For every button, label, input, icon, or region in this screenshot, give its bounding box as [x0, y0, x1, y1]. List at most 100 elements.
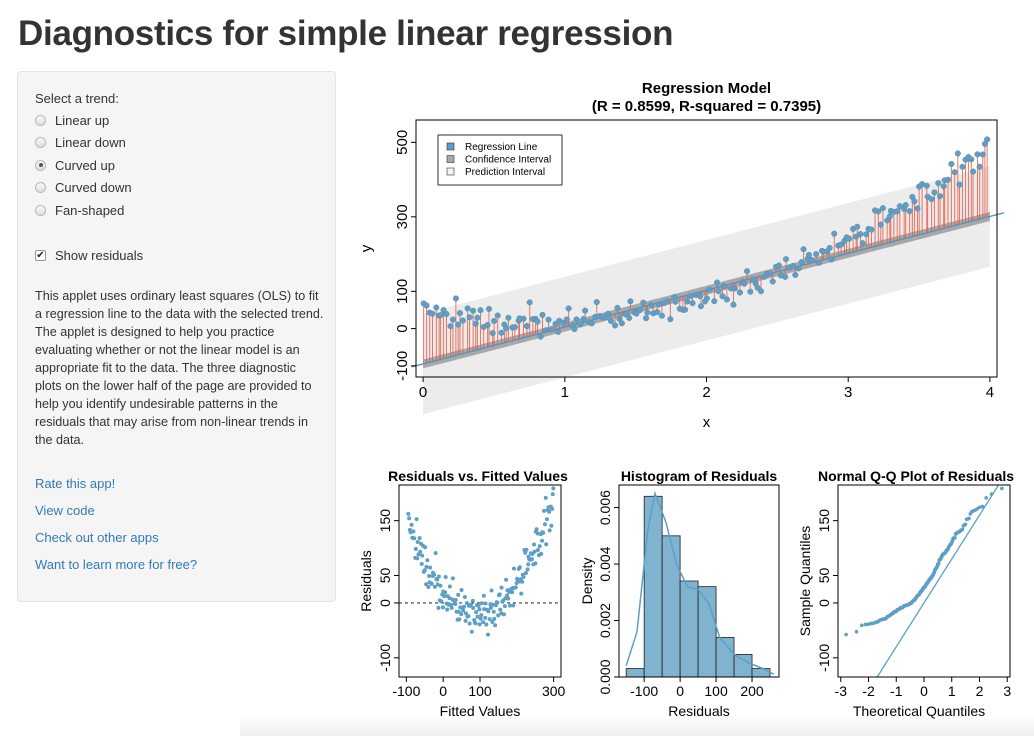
checkbox-checked-icon[interactable]: ✔: [35, 249, 46, 261]
radio-label: Curved down: [55, 179, 132, 195]
qq-point: [950, 538, 955, 543]
data-point: [616, 315, 623, 322]
qq-point: [933, 567, 938, 572]
data-point: [808, 256, 815, 263]
residual-point: [440, 592, 445, 597]
qq-point: [914, 594, 919, 599]
qq-point: [914, 596, 918, 600]
view-code-link[interactable]: View code: [35, 503, 95, 518]
radio-curved-down[interactable]: Curved down: [35, 178, 132, 196]
data-point: [637, 306, 644, 314]
data-point: [633, 310, 640, 317]
radio-button-icon[interactable]: [35, 181, 46, 193]
data-point: [437, 312, 444, 319]
residual-point: [455, 617, 460, 622]
data-point: [618, 320, 625, 327]
qq-point: [943, 550, 947, 555]
qq-point: [920, 588, 924, 593]
trend-select-label: Select a trend:: [35, 91, 119, 106]
data-point: [455, 321, 462, 328]
residual-point: [419, 561, 424, 566]
rate-app-link[interactable]: Rate this app!: [35, 476, 116, 491]
qq-point: [931, 572, 935, 577]
qq-point: [961, 523, 966, 528]
radio-linear-down[interactable]: Linear down: [35, 133, 126, 151]
radio-button-icon[interactable]: [35, 204, 46, 216]
data-point: [703, 295, 710, 302]
radio-linear-up[interactable]: Linear up: [35, 111, 109, 129]
residual-point: [544, 517, 549, 522]
data-point: [853, 233, 860, 240]
qq-point: [975, 507, 980, 511]
data-point: [789, 262, 797, 270]
data-point: [835, 242, 842, 249]
residual-point: [519, 591, 524, 596]
radio-button-selected-icon[interactable]: [35, 159, 46, 171]
data-point: [474, 314, 481, 321]
residual-point: [533, 561, 538, 566]
qq-point: [860, 623, 864, 628]
radio-fan-shaped[interactable]: Fan-shaped: [35, 201, 124, 219]
residual-point: [435, 577, 440, 582]
residual-point: [462, 595, 467, 600]
residual-point: [418, 549, 423, 554]
residual-point: [524, 547, 529, 552]
residual-point: [508, 603, 513, 608]
data-point: [871, 207, 879, 214]
radio-label: Fan-shaped: [55, 202, 125, 218]
y-tick-label: -100: [377, 644, 393, 672]
residual-point: [520, 579, 525, 584]
residual-point: [424, 582, 429, 587]
data-point: [565, 305, 572, 312]
residual-point: [434, 576, 439, 581]
qq-point: [936, 562, 940, 567]
data-point: [484, 321, 491, 328]
learn-more-link[interactable]: Want to learn more for free?: [35, 557, 198, 572]
residual-point: [520, 572, 525, 577]
data-point: [684, 298, 691, 305]
residual-point: [481, 620, 486, 625]
data-point: [720, 283, 727, 290]
show-residuals-checkbox-row[interactable]: ✔ Show residuals: [35, 246, 143, 264]
radio-button-icon[interactable]: [35, 136, 46, 148]
residual-point: [478, 616, 483, 621]
residual-point: [453, 597, 458, 602]
data-point: [464, 305, 471, 312]
data-point: [919, 181, 926, 188]
residual-point: [496, 613, 501, 618]
data-point: [671, 294, 678, 301]
data-point: [588, 320, 595, 327]
qq-point: [907, 602, 911, 607]
qq-point: [863, 622, 868, 627]
residual-point: [438, 583, 443, 588]
residual-point: [509, 588, 514, 593]
qq-point: [901, 604, 906, 609]
radio-curved-up[interactable]: Curved up: [35, 156, 115, 174]
x-tick-label: -2: [862, 683, 875, 699]
data-point: [545, 316, 552, 323]
residual-point: [517, 565, 522, 570]
residual-point: [466, 614, 471, 619]
qq-point: [911, 598, 916, 603]
qq-point: [926, 579, 931, 584]
residual-point: [550, 506, 555, 511]
residual-point: [529, 557, 534, 562]
data-point: [689, 300, 696, 307]
data-point: [752, 280, 759, 287]
normal-qq-plot: -3 -2 -1 0 1 2 3 -100 0 50 150 Normal Q-Q Plot of R…: [797, 468, 1014, 719]
data-point: [593, 299, 600, 306]
data-point: [959, 163, 966, 170]
qq-point: [929, 576, 933, 581]
qq-point: [946, 545, 951, 549]
qq-point: [891, 611, 895, 616]
data-point: [875, 208, 882, 215]
qq-point: [940, 553, 945, 557]
qq-point: [889, 612, 893, 617]
residual-point: [483, 601, 488, 606]
qq-point: [887, 614, 891, 618]
x-tick-label: 0: [676, 683, 684, 699]
radio-button-icon[interactable]: [35, 114, 46, 126]
data-point: [931, 189, 938, 196]
other-apps-link[interactable]: Check out other apps: [35, 530, 159, 545]
qq-point: [916, 593, 920, 598]
